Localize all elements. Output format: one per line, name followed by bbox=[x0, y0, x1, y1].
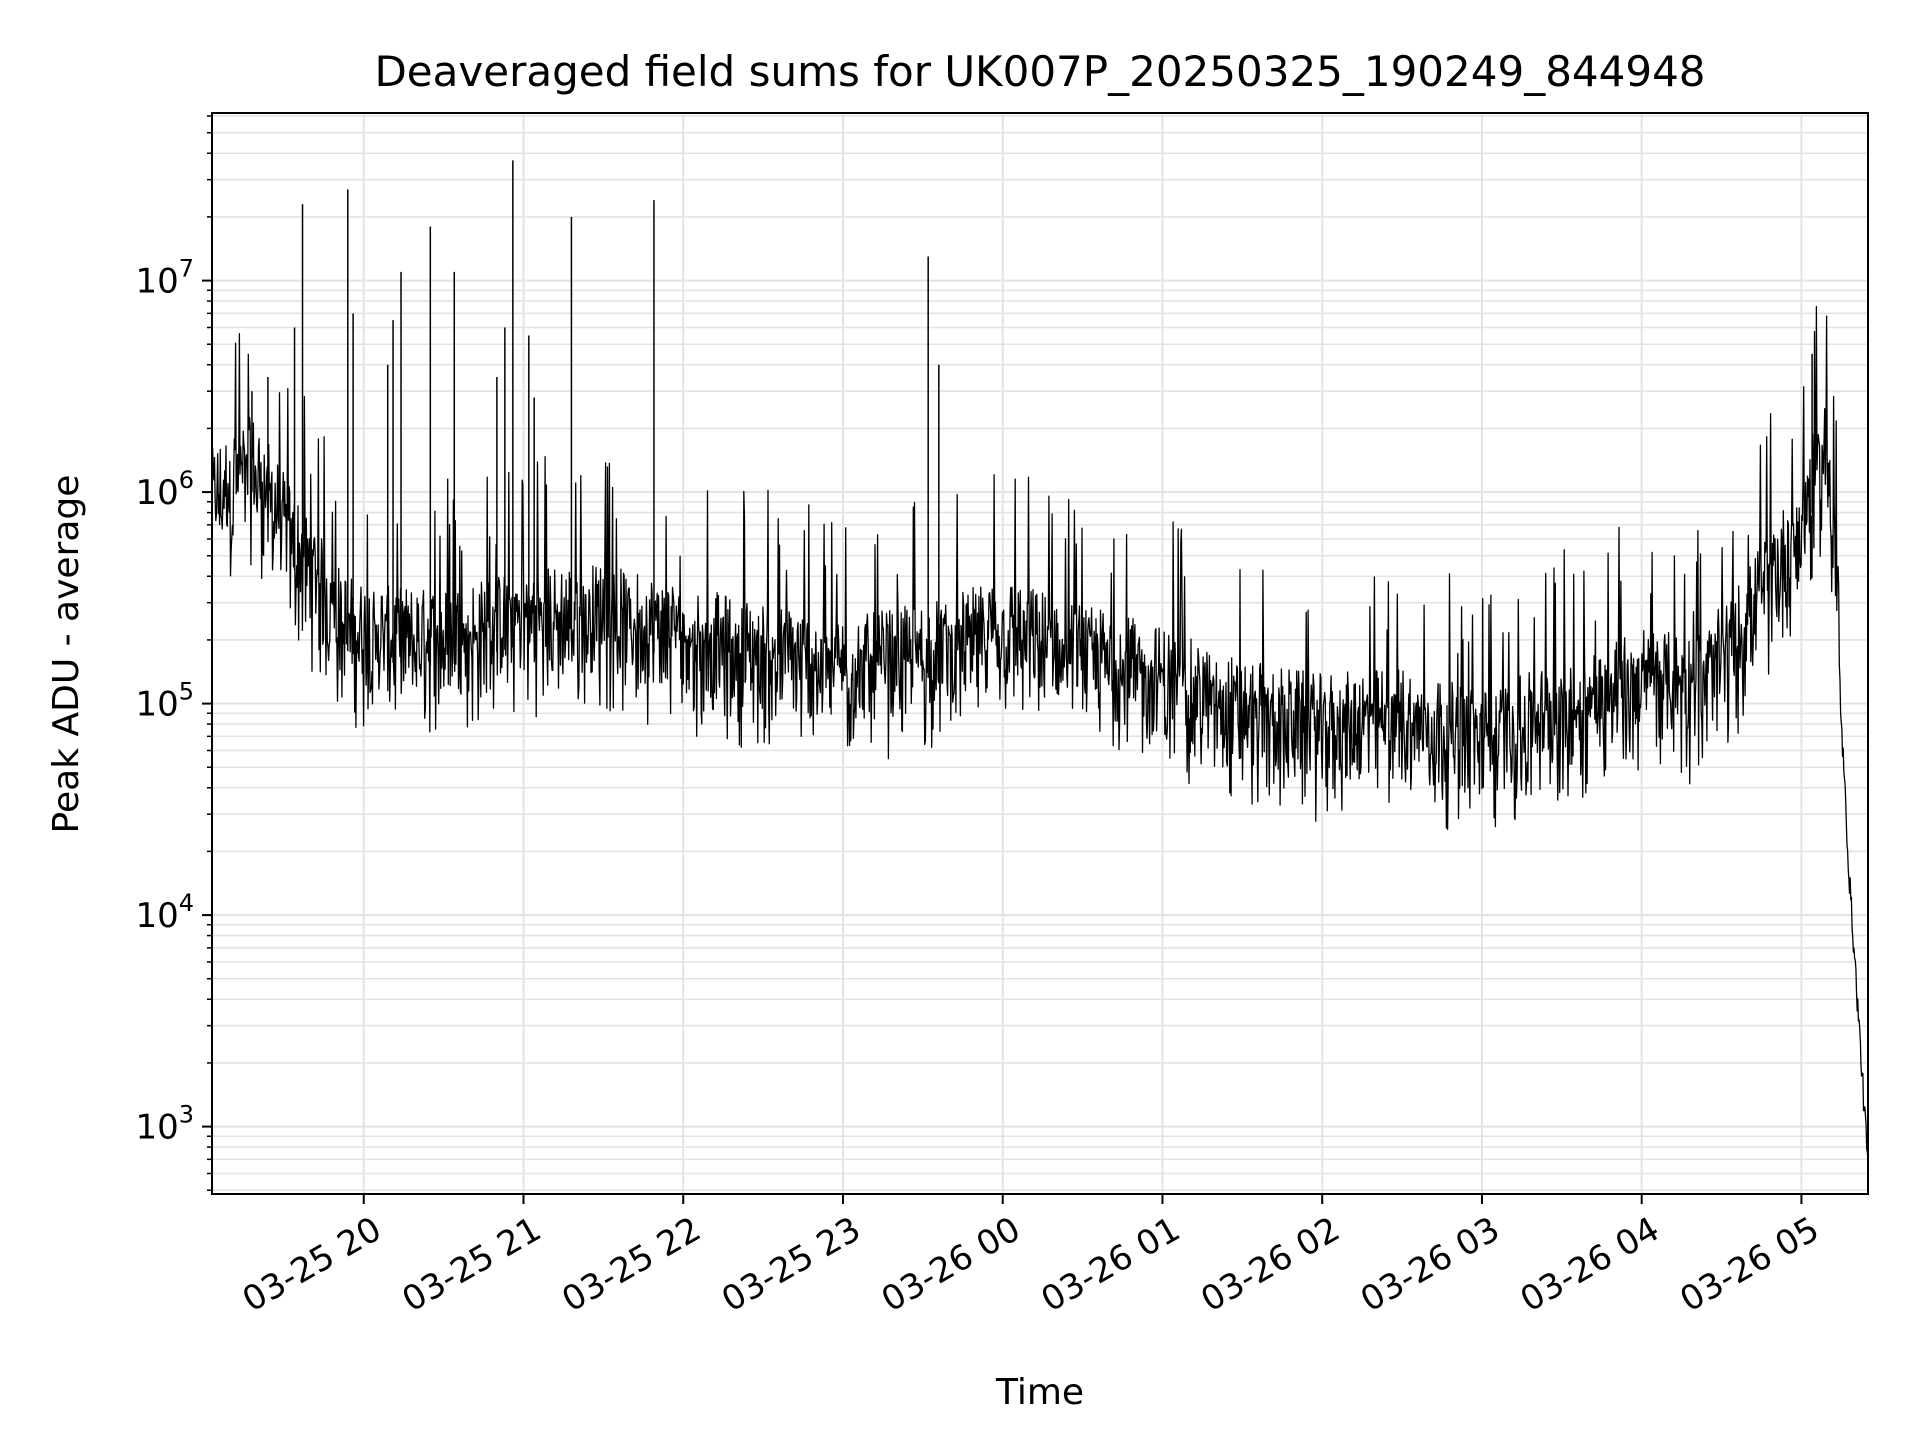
plot-frame bbox=[211, 112, 1869, 1195]
series-line bbox=[211, 305, 1869, 1162]
y-tick-label: 103 bbox=[135, 1101, 194, 1148]
y-tick-label: 105 bbox=[135, 678, 194, 725]
series-layer bbox=[211, 160, 1869, 1162]
y-tick-label: 106 bbox=[135, 466, 194, 513]
chart-title: Deaveraged field sums for UK007P_2025032… bbox=[374, 47, 1705, 96]
grid bbox=[212, 113, 1868, 1194]
x-axis-label: Time bbox=[995, 1372, 1084, 1413]
y-tick-label: 107 bbox=[135, 255, 194, 302]
y-axis-label: Peak ADU - average bbox=[46, 475, 87, 834]
y-tick-label: 104 bbox=[135, 889, 194, 936]
